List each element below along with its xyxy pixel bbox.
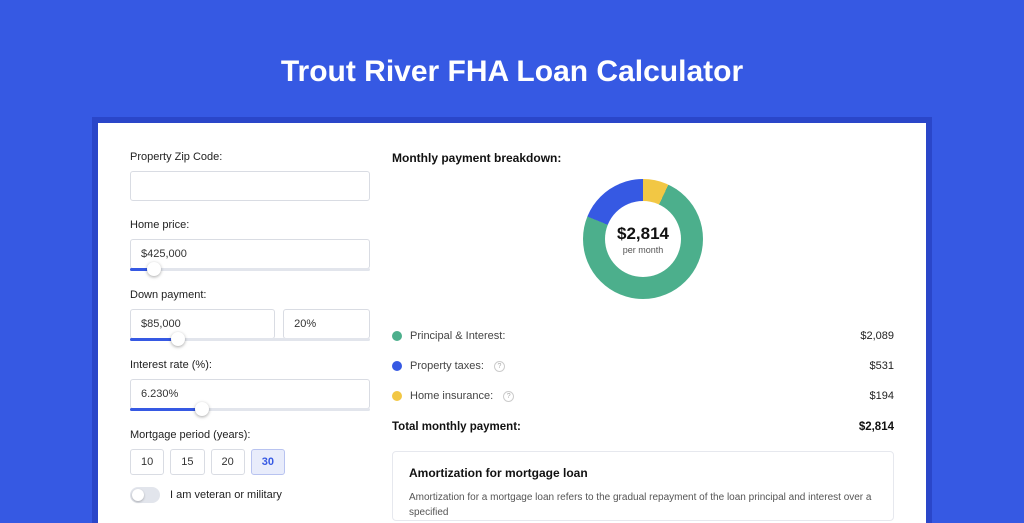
- veteran-row: I am veteran or military: [130, 487, 370, 503]
- total-value: $2,814: [859, 421, 894, 433]
- down-payment-label: Down payment:: [130, 289, 370, 301]
- home-price-slider-thumb[interactable]: [147, 262, 161, 276]
- down-payment-slider[interactable]: [130, 338, 370, 341]
- legend-label-insurance: Home insurance:: [410, 390, 493, 402]
- legend-dot-principal: [392, 331, 402, 341]
- legend-row-taxes: Property taxes:? $531: [392, 351, 894, 381]
- total-label: Total monthly payment:: [392, 421, 521, 433]
- home-price-label: Home price:: [130, 219, 370, 231]
- total-row: Total monthly payment: $2,814: [392, 411, 894, 447]
- legend-row-principal: Principal & Interest: $2,089: [392, 321, 894, 351]
- mortgage-period-label: Mortgage period (years):: [130, 429, 370, 441]
- info-icon[interactable]: ?: [503, 391, 514, 402]
- legend-label-principal: Principal & Interest:: [410, 330, 505, 342]
- legend-row-insurance: Home insurance:? $194: [392, 381, 894, 411]
- amortization-title: Amortization for mortgage loan: [409, 466, 877, 480]
- veteran-label: I am veteran or military: [170, 489, 282, 501]
- legend: Principal & Interest: $2,089 Property taxe…: [392, 321, 894, 411]
- info-icon[interactable]: ?: [494, 361, 505, 372]
- mortgage-period-option-15[interactable]: 15: [170, 449, 204, 475]
- down-payment-percent-input[interactable]: [283, 309, 370, 339]
- mortgage-period-option-30[interactable]: 30: [251, 449, 285, 475]
- down-payment-slider-thumb[interactable]: [171, 332, 185, 346]
- card-outer: Property Zip Code: Home price: Down paym…: [92, 117, 932, 523]
- legend-value-insurance: $194: [870, 390, 894, 402]
- donut-value: $2,814: [617, 224, 669, 244]
- donut-wrap: $2,814 per month: [392, 179, 894, 299]
- veteran-toggle[interactable]: [130, 487, 160, 503]
- interest-rate-field: Interest rate (%):: [130, 359, 370, 411]
- zip-label: Property Zip Code:: [130, 151, 370, 163]
- home-price-field: Home price:: [130, 219, 370, 271]
- legend-value-taxes: $531: [870, 360, 894, 372]
- down-payment-field: Down payment:: [130, 289, 370, 341]
- interest-rate-slider-fill: [130, 408, 202, 411]
- interest-rate-slider[interactable]: [130, 408, 370, 411]
- form-panel: Property Zip Code: Home price: Down paym…: [130, 151, 370, 523]
- zip-input[interactable]: [130, 171, 370, 201]
- interest-rate-label: Interest rate (%):: [130, 359, 370, 371]
- home-price-input[interactable]: [130, 239, 370, 269]
- home-price-slider[interactable]: [130, 268, 370, 271]
- breakdown-panel: Monthly payment breakdown: $2,814 per mo…: [392, 151, 894, 523]
- mortgage-period-option-10[interactable]: 10: [130, 449, 164, 475]
- donut-center: $2,814 per month: [605, 201, 681, 277]
- mortgage-period-field: Mortgage period (years): 1015 2030: [130, 429, 370, 475]
- down-payment-amount-input[interactable]: [130, 309, 275, 339]
- interest-rate-slider-thumb[interactable]: [195, 402, 209, 416]
- legend-dot-taxes: [392, 361, 402, 371]
- zip-field: Property Zip Code:: [130, 151, 370, 201]
- donut-sublabel: per month: [623, 245, 664, 255]
- interest-rate-input[interactable]: [130, 379, 370, 409]
- breakdown-title: Monthly payment breakdown:: [392, 151, 894, 165]
- legend-label-taxes: Property taxes:: [410, 360, 484, 372]
- legend-dot-insurance: [392, 391, 402, 401]
- page-title: Trout River FHA Loan Calculator: [0, 0, 1024, 117]
- amortization-box: Amortization for mortgage loan Amortizat…: [392, 451, 894, 521]
- calculator-card: Property Zip Code: Home price: Down paym…: [98, 123, 926, 523]
- legend-value-principal: $2,089: [860, 330, 894, 342]
- mortgage-period-options: 1015 2030: [130, 449, 370, 475]
- mortgage-period-option-20[interactable]: 20: [211, 449, 245, 475]
- payment-donut-chart: $2,814 per month: [583, 179, 703, 299]
- amortization-text: Amortization for a mortgage loan refers …: [409, 490, 877, 520]
